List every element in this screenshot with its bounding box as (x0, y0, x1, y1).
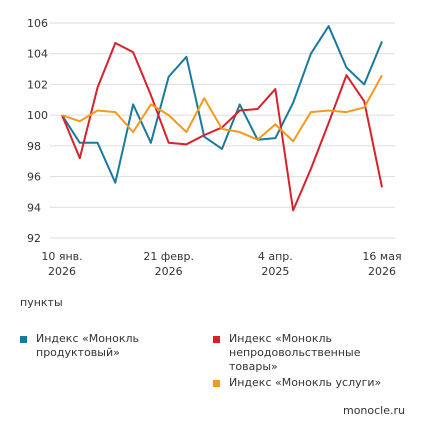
series-line (61, 74, 383, 143)
y-tick-label: 96 (27, 171, 41, 184)
legend-swatch (20, 336, 27, 343)
legend-label: Индекс «Монокль непродовольственные това… (229, 332, 361, 373)
x-tick-label-line: 16 мая (362, 250, 401, 263)
legend-swatch (213, 336, 220, 343)
x-tick-label-line: 2026 (155, 265, 183, 278)
x-tick-label: 4 апр. 2025 (258, 250, 293, 278)
x-tick-label: 21 февр. 2026 (143, 250, 194, 278)
y-tick-label: 94 (27, 201, 41, 214)
y-tick-label: 106 (27, 17, 48, 30)
series-line (61, 41, 383, 212)
y-axis-label: пункты (20, 296, 63, 309)
y-tick-label: 98 (27, 140, 41, 153)
legend-label: Индекс «Монокль услуги» (229, 376, 382, 389)
x-tick-label-line: 4 апр. (258, 250, 293, 263)
y-tick-label: 92 (27, 232, 41, 245)
x-tick-label-line: 2026 (368, 265, 396, 278)
x-tick-label-line: 10 янв. (41, 250, 82, 263)
x-tick-label-line: 2025 (261, 265, 289, 278)
y-tick-label: 100 (27, 109, 48, 122)
x-tick-label: 16 мая 2026 (362, 250, 401, 278)
x-tick-label-line: 21 февр. (143, 250, 194, 263)
legend-swatch (213, 380, 220, 387)
y-tick-label: 104 (27, 48, 48, 61)
legend-label: Индекс «Монокль продуктовый» (36, 332, 140, 359)
x-tick-label: 10 янв. 2026 (41, 250, 82, 278)
series-line (61, 25, 383, 184)
y-tick-label: 102 (27, 78, 48, 91)
x-tick-label-line: 2026 (48, 265, 76, 278)
source: monocle.ru (342, 404, 405, 417)
